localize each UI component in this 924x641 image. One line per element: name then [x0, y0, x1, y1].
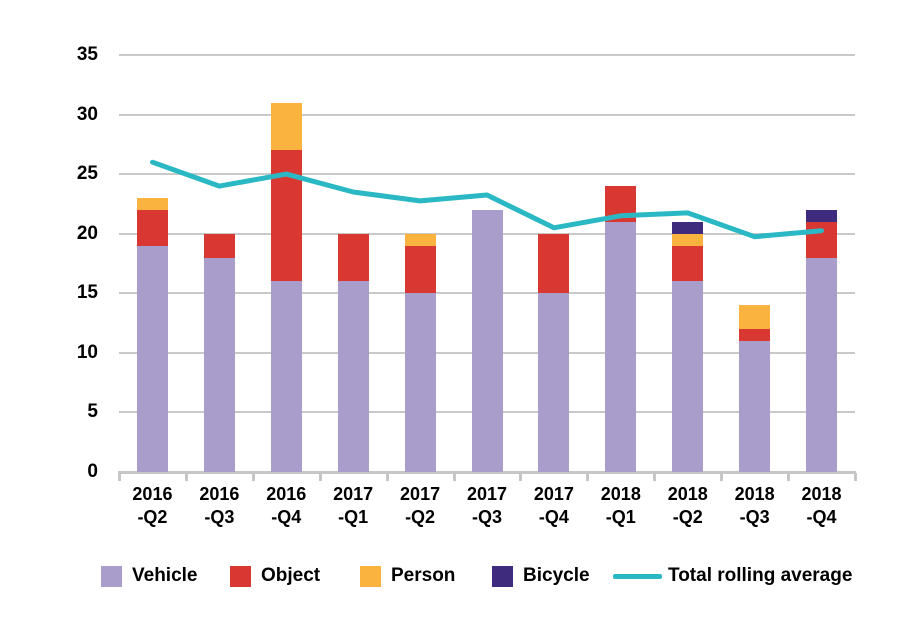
- bar-segment-object-2018-q2: [672, 245, 704, 282]
- x-axis-tick: [653, 473, 657, 481]
- x-axis-line: [118, 471, 856, 474]
- bar-segment-person-2018-q2: [672, 233, 704, 246]
- x-label-quarter: -Q4: [806, 507, 837, 527]
- x-axis-tick: [854, 473, 857, 481]
- legend-label-person: Person: [391, 565, 456, 586]
- gridline-25: [119, 173, 855, 176]
- x-axis-tick: [720, 473, 724, 481]
- bar-segment-bicycle-2018-q2: [672, 221, 704, 234]
- bar-segment-vehicle-2018-q2: [672, 281, 704, 472]
- x-axis-category-label: 2016 -Q2: [119, 483, 186, 529]
- bar-segment-object-2016-q2: [136, 209, 168, 246]
- x-label-quarter: -Q2: [137, 507, 168, 527]
- bar-segment-object-2018-q3: [739, 329, 771, 341]
- bar-segment-vehicle-2017-q2: [404, 293, 436, 472]
- y-axis-tick-label: 25: [76, 163, 98, 185]
- x-label-quarter: -Q2: [405, 507, 436, 527]
- bar-segment-vehicle-2017-q4: [538, 293, 570, 472]
- x-axis-category-label: 2018 -Q2: [654, 483, 721, 529]
- y-axis-tick-label: 20: [76, 222, 98, 244]
- x-axis-tick: [251, 473, 255, 481]
- x-axis-category-label: 2016 -Q3: [186, 483, 253, 529]
- bar-segment-vehicle-2016-q2: [136, 245, 168, 472]
- x-label-year: 2016: [132, 484, 173, 504]
- bar-segment-person-2016-q4: [270, 102, 302, 151]
- x-label-quarter: -Q4: [538, 507, 569, 527]
- legend-swatch-vehicle: [101, 566, 122, 587]
- x-label-quarter: -Q4: [271, 507, 302, 527]
- gridline-30: [119, 113, 855, 116]
- x-axis-category-label: 2018 -Q3: [721, 483, 788, 529]
- x-label-year: 2018: [667, 484, 708, 504]
- x-label-year: 2017: [466, 484, 507, 504]
- x-axis-category-label: 2018 -Q1: [587, 483, 654, 529]
- bar-segment-vehicle-2018-q1: [605, 221, 637, 472]
- x-axis-category-label: 2017 -Q1: [320, 483, 387, 529]
- bar-segment-bicycle-2018-q4: [806, 209, 838, 222]
- y-axis-tick-label: 35: [76, 44, 98, 65]
- x-label-quarter: -Q1: [338, 507, 369, 527]
- x-label-year: 2017: [533, 484, 574, 504]
- x-label-year: 2017: [333, 484, 374, 504]
- bar-segment-person-2016-q2: [136, 197, 168, 210]
- x-label-year: 2018: [801, 484, 842, 504]
- x-label-year: 2018: [734, 484, 775, 504]
- legend-swatch-bicycle: [492, 566, 513, 587]
- legend-label-vehicle: Vehicle: [132, 565, 198, 586]
- x-axis-tick: [519, 473, 523, 481]
- legend-label-bicycle: Bicycle: [523, 565, 590, 586]
- bar-segment-object-2016-q4: [270, 150, 302, 282]
- x-axis-category-label: 2017 -Q3: [454, 483, 521, 529]
- bar-segment-object-2017-q4: [538, 233, 570, 294]
- x-label-year: 2016: [199, 484, 240, 504]
- bar-segment-object-2017-q2: [404, 245, 436, 294]
- x-axis-tick: [118, 473, 121, 481]
- x-axis-tick: [318, 473, 322, 481]
- y-axis-tick-label: 30: [76, 103, 98, 125]
- x-label-year: 2017: [400, 484, 441, 504]
- legend-swatch-object: [230, 566, 251, 587]
- x-axis-tick: [184, 473, 188, 481]
- y-axis-tick-label: 0: [87, 461, 98, 482]
- bar-segment-vehicle-2018-q4: [806, 257, 838, 472]
- x-axis-tick: [586, 473, 590, 481]
- x-axis-category-label: 2017 -Q4: [520, 483, 587, 529]
- y-axis-tick-label: 10: [76, 341, 98, 363]
- x-axis-category-label: 2017 -Q2: [387, 483, 454, 529]
- bar-segment-vehicle-2018-q3: [739, 340, 771, 472]
- y-axis-tick-label: 15: [76, 282, 98, 304]
- bar-segment-person-2017-q2: [404, 233, 436, 246]
- legend-label-object: Object: [261, 565, 321, 586]
- bar-segment-vehicle-2017-q1: [337, 281, 369, 472]
- x-axis-category-label: 2018 -Q4: [788, 483, 855, 529]
- x-label-year: 2018: [600, 484, 641, 504]
- bar-segment-vehicle-2016-q4: [270, 281, 302, 472]
- bar-segment-vehicle-2016-q3: [203, 257, 235, 472]
- legend-label-total-rolling-average: Total rolling average: [668, 565, 853, 586]
- x-label-quarter: -Q1: [605, 507, 636, 527]
- gridline-35: [119, 54, 855, 56]
- x-label-quarter: -Q3: [204, 507, 235, 527]
- x-axis-tick: [385, 473, 389, 481]
- x-axis-category-label: 2016 -Q4: [253, 483, 320, 529]
- bar-segment-object-2017-q1: [337, 233, 369, 282]
- bar-segment-object-2016-q3: [203, 233, 235, 258]
- bar-segment-vehicle-2017-q3: [471, 209, 503, 472]
- x-axis-tick: [787, 473, 791, 481]
- x-label-quarter: -Q2: [672, 507, 703, 527]
- legend-swatch-person: [360, 566, 381, 587]
- x-label-quarter: -Q3: [739, 507, 770, 527]
- x-axis-tick: [452, 473, 456, 481]
- x-label-year: 2016: [266, 484, 307, 504]
- x-label-quarter: -Q3: [471, 507, 502, 527]
- y-axis-tick-label: 5: [87, 401, 98, 423]
- bar-segment-person-2018-q3: [739, 305, 771, 330]
- bar-segment-object-2018-q1: [605, 186, 637, 222]
- bar-segment-object-2018-q4: [806, 221, 838, 258]
- legend-line-swatch-total-rolling-average: [613, 574, 662, 579]
